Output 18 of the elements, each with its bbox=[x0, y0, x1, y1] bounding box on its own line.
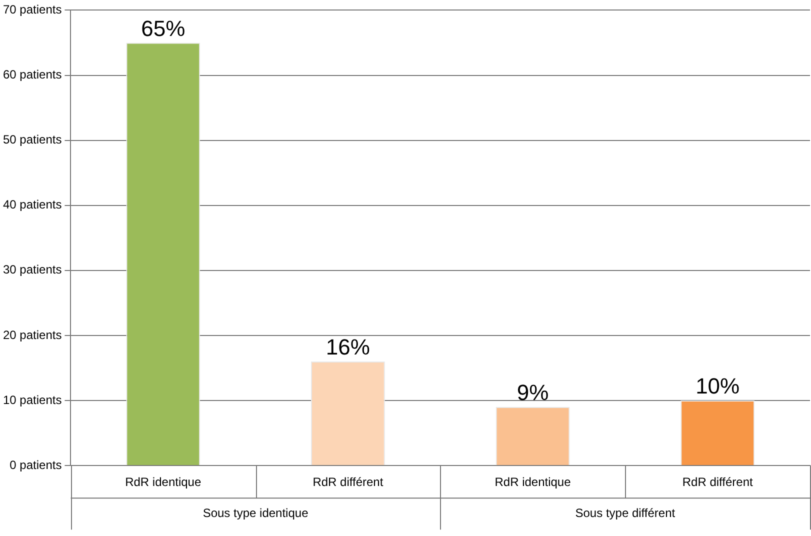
data-label: 16% bbox=[326, 334, 370, 360]
text: Sous type identique bbox=[202, 506, 309, 520]
y-tick-label: 60 patients bbox=[2, 68, 62, 82]
data-label: 10% bbox=[696, 374, 740, 399]
text: Sous type différent bbox=[575, 506, 676, 520]
y-tick-label: 30 patients bbox=[2, 262, 62, 277]
x-tick-label: RdR différent bbox=[312, 475, 384, 490]
data-label: 9% bbox=[516, 380, 549, 406]
x-tick-label: RdR identique bbox=[494, 475, 572, 490]
y-tick-label: 70 patients bbox=[2, 2, 62, 17]
y-tick-label: 50 patients bbox=[2, 132, 62, 147]
x-tick-label: RdR identique bbox=[125, 475, 202, 490]
y-tick-label: 40 patients bbox=[2, 198, 62, 212]
y-tick-label: 0 patients bbox=[10, 458, 62, 472]
x-tick-label: RdR différent bbox=[682, 475, 754, 490]
y-tick-label: 20 patients bbox=[2, 328, 62, 342]
y-tick-label: 10 patients bbox=[2, 392, 62, 407]
data-label: 65% bbox=[141, 16, 186, 41]
